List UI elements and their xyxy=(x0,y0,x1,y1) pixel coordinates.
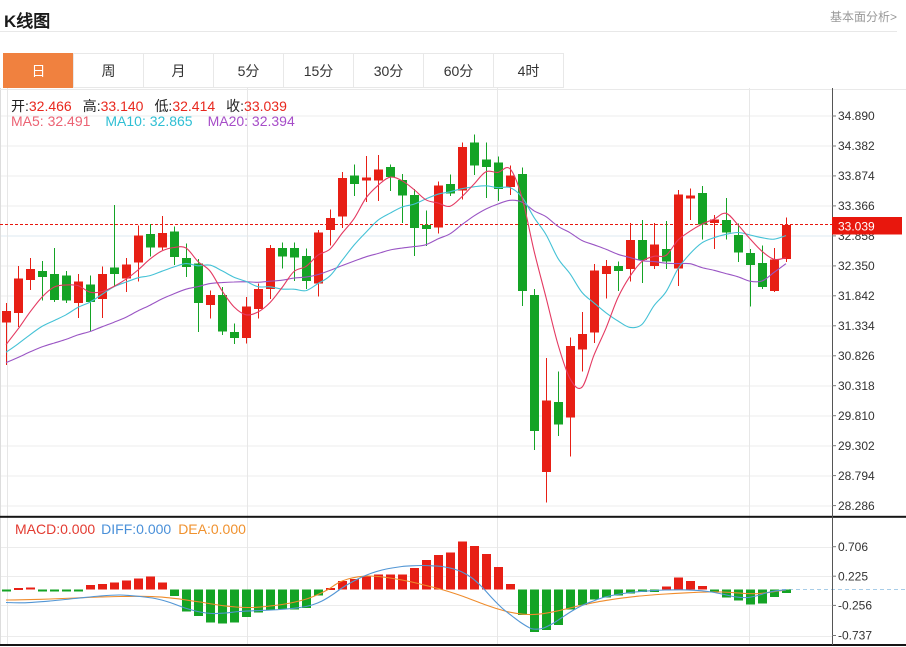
svg-text:28.794: 28.794 xyxy=(838,469,875,483)
svg-text:29.810: 29.810 xyxy=(838,409,875,423)
svg-text:-0.737: -0.737 xyxy=(838,629,872,643)
svg-text:31.334: 31.334 xyxy=(838,319,875,333)
svg-text:0.706: 0.706 xyxy=(838,540,868,554)
svg-text:-0.256: -0.256 xyxy=(838,599,872,613)
svg-text:33.874: 33.874 xyxy=(838,169,875,183)
svg-text:33.039: 33.039 xyxy=(838,220,875,234)
svg-text:34.382: 34.382 xyxy=(838,139,875,153)
svg-text:34.890: 34.890 xyxy=(838,109,875,123)
svg-text:30.318: 30.318 xyxy=(838,379,875,393)
svg-text:33.366: 33.366 xyxy=(838,199,875,213)
svg-text:0.225: 0.225 xyxy=(838,569,868,583)
svg-text:30.826: 30.826 xyxy=(838,349,875,363)
svg-text:31.842: 31.842 xyxy=(838,289,875,303)
svg-text:29.302: 29.302 xyxy=(838,439,875,453)
svg-text:32.350: 32.350 xyxy=(838,259,875,273)
svg-text:28.286: 28.286 xyxy=(838,499,875,513)
